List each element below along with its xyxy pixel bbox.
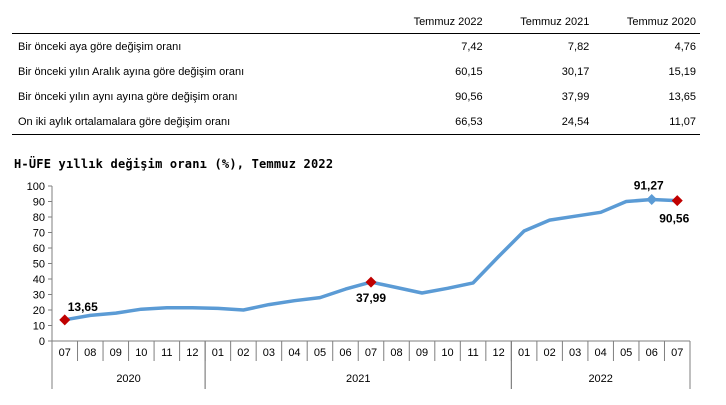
data-label: 37,99	[356, 291, 386, 305]
table-row: Bir önceki yılın Aralık ayına göre değiş…	[12, 59, 700, 84]
x-tick-label: 01	[518, 347, 530, 359]
year-label: 2020	[116, 373, 140, 385]
cell-value: 4,76	[674, 40, 696, 53]
table-row: Bir önceki yılın aynı ayına göre değişim…	[12, 84, 700, 109]
table-row: On iki aylık ortalamalara göre değişim o…	[12, 109, 700, 135]
x-tick-label: 09	[416, 347, 428, 359]
y-tick-label: 30	[33, 290, 45, 302]
cell-value: 7,82	[567, 40, 590, 53]
x-tick-label: 04	[595, 347, 607, 359]
year-label: 2022	[588, 373, 612, 385]
data-label: 91,27	[634, 179, 664, 193]
x-tick-label: 08	[84, 347, 96, 359]
x-tick-label: 01	[212, 347, 224, 359]
x-tick-label: 02	[544, 347, 556, 359]
cell-value: 15,19	[668, 65, 696, 78]
table-header-col: Temmuz 2022	[380, 12, 487, 34]
data-point-marker	[59, 314, 71, 326]
y-tick-label: 100	[27, 181, 45, 193]
cell-value: 24,54	[486, 109, 594, 135]
y-tick-label: 20	[33, 305, 45, 317]
table-header-col: Temmuz 2020	[593, 12, 700, 34]
x-tick-label: 02	[237, 347, 249, 359]
y-tick-label: 40	[33, 274, 45, 286]
data-label: 13,65	[68, 300, 98, 314]
row-label: Bir önceki yılın Aralık ayına göre değiş…	[18, 65, 245, 78]
cell-value: 66,53	[380, 109, 487, 135]
chart-title: H-ÜFE yıllık değişim oranı (%), Temmuz 2…	[14, 157, 334, 171]
y-tick-label: 80	[33, 212, 45, 224]
x-tick-label: 04	[288, 347, 300, 359]
row-label: Bir önceki aya göre değişim oranı	[18, 40, 182, 53]
data-label: 90,56	[659, 212, 689, 226]
table-header-blank	[12, 12, 380, 34]
cell-value: 7,42	[461, 40, 483, 53]
x-tick-label: 07	[671, 347, 683, 359]
x-tick-label: 11	[467, 347, 478, 359]
table-header-row: Temmuz 2022 Temmuz 2021 Temmuz 2020	[12, 12, 700, 34]
cell-value: 13,65	[668, 90, 696, 103]
x-tick-label: 09	[110, 347, 122, 359]
x-tick-label: 06	[339, 347, 351, 359]
x-tick-label: 07	[59, 347, 71, 359]
x-tick-label: 06	[646, 347, 658, 359]
x-tick-label: 03	[263, 347, 275, 359]
y-tick-label: 10	[33, 321, 45, 333]
year-label: 2021	[346, 373, 370, 385]
cell-value: 90,56	[455, 90, 483, 103]
data-point-marker	[365, 276, 377, 288]
x-tick-label: 10	[441, 347, 453, 359]
cell-value: 30,17	[561, 65, 590, 78]
cell-value: 60,15	[455, 65, 483, 78]
x-tick-label: 08	[390, 347, 402, 359]
x-tick-label: 07	[365, 347, 377, 359]
y-tick-label: 70	[33, 228, 45, 240]
stats-table: Temmuz 2022 Temmuz 2021 Temmuz 2020 Bir …	[12, 12, 700, 135]
data-point-marker	[646, 194, 658, 206]
data-point-marker	[671, 195, 683, 207]
table-row: Bir önceki aya göre değişim oranı 7,42 7…	[12, 34, 700, 60]
cell-value: 11,07	[593, 109, 700, 135]
x-tick-label: 11	[161, 347, 172, 359]
row-label: On iki aylık ortalamalara göre değişim o…	[12, 109, 380, 135]
x-tick-label: 12	[492, 347, 504, 359]
x-tick-label: 10	[135, 347, 147, 359]
y-tick-label: 0	[39, 336, 45, 348]
x-tick-label: 12	[186, 347, 198, 359]
x-tick-label: 03	[569, 347, 581, 359]
y-tick-label: 60	[33, 243, 45, 255]
y-tick-label: 90	[33, 197, 45, 209]
cell-value: 37,99	[561, 90, 590, 103]
table-header-col: Temmuz 2021	[486, 12, 594, 34]
x-tick-label: 05	[314, 347, 326, 359]
y-tick-label: 50	[33, 259, 45, 271]
row-label: Bir önceki yılın aynı ayına göre değişim…	[18, 90, 238, 103]
x-tick-label: 05	[620, 347, 632, 359]
